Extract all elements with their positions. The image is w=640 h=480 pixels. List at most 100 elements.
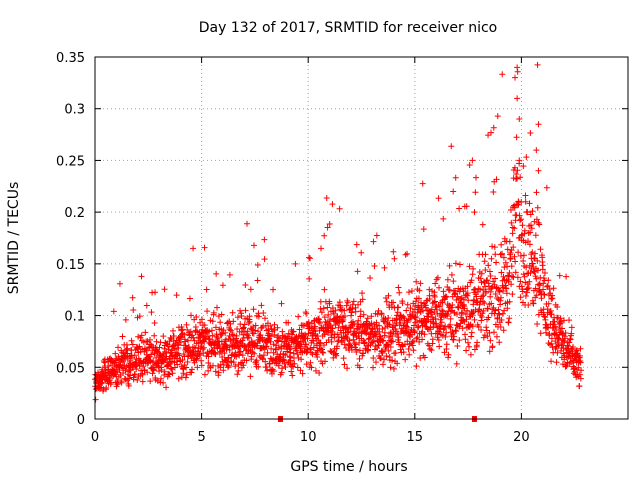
data-point [562, 329, 569, 336]
data-point [492, 275, 499, 282]
data-point [240, 325, 247, 332]
data-point [395, 284, 402, 291]
data-point [443, 341, 450, 348]
data-point [317, 340, 324, 347]
data-point [499, 250, 506, 257]
data-point [266, 332, 273, 339]
data-point [361, 339, 368, 346]
data-point [268, 367, 275, 374]
data-point [381, 356, 388, 363]
data-point [222, 329, 229, 336]
data-point [182, 374, 189, 381]
data-point [139, 378, 146, 385]
data-point [333, 352, 340, 359]
data-point [343, 302, 350, 309]
data-point [120, 357, 127, 364]
data-point [246, 313, 253, 320]
data-point [196, 352, 203, 359]
data-point [352, 330, 359, 337]
data-point [540, 286, 547, 293]
data-point [139, 371, 146, 378]
data-point [389, 338, 396, 345]
data-point [473, 293, 480, 300]
data-point [215, 369, 222, 376]
data-point [254, 277, 261, 284]
data-point [471, 209, 478, 216]
data-point [370, 238, 377, 245]
data-point [446, 287, 453, 294]
data-point [131, 371, 138, 378]
data-point [129, 354, 136, 361]
data-point [153, 354, 160, 361]
data-point [250, 330, 257, 337]
data-point [559, 342, 566, 349]
data-point [494, 314, 501, 321]
data-point [469, 323, 476, 330]
data-point [241, 321, 248, 328]
data-point [558, 318, 565, 325]
data-point [314, 333, 321, 340]
x-tick-label: 15 [407, 430, 424, 445]
data-point [527, 211, 534, 218]
data-point [512, 74, 519, 81]
data-point [146, 343, 153, 350]
data-point [317, 245, 324, 252]
data-point [334, 331, 341, 338]
data-point [524, 209, 531, 216]
data-point [292, 260, 299, 267]
data-point [192, 323, 199, 330]
data-point [322, 358, 329, 365]
data-point [556, 272, 563, 279]
data-point [450, 278, 457, 285]
data-point [529, 208, 536, 215]
data-point [188, 369, 195, 376]
data-point [169, 370, 176, 377]
data-point [549, 295, 556, 302]
data-point [334, 338, 341, 345]
data-point [250, 323, 257, 330]
data-point [525, 301, 532, 308]
data-point [486, 348, 493, 355]
data-point [479, 293, 486, 300]
data-point [289, 372, 296, 379]
data-point [473, 174, 480, 181]
data-point [261, 236, 268, 243]
data-point [463, 203, 470, 210]
data-point [534, 267, 541, 274]
data-point [156, 344, 163, 351]
data-point [315, 337, 322, 344]
data-point [161, 286, 168, 293]
data-point [234, 314, 241, 321]
data-point [138, 273, 145, 280]
data-point [180, 350, 187, 357]
data-point [295, 313, 302, 320]
data-point [484, 277, 491, 284]
data-point [389, 333, 396, 340]
data-point [514, 64, 521, 71]
y-tick-label: 0.1 [64, 310, 85, 325]
data-point [493, 176, 500, 183]
data-point [219, 354, 226, 361]
data-point [453, 296, 460, 303]
y-tick-label: 0.05 [56, 361, 85, 376]
data-point [466, 161, 473, 168]
x-tick-label: 0 [91, 430, 99, 445]
data-point [262, 358, 269, 365]
data-point [481, 300, 488, 307]
data-point [550, 285, 557, 292]
data-point [414, 309, 421, 316]
data-point [209, 362, 216, 369]
data-point [492, 251, 499, 258]
data-point [431, 298, 438, 305]
data-point [442, 293, 449, 300]
data-point [320, 349, 327, 356]
data-point [548, 295, 555, 302]
data-point [518, 216, 525, 223]
data-point [122, 316, 129, 323]
data-point [340, 316, 347, 323]
data-point [542, 329, 549, 336]
data-point [142, 346, 149, 353]
data-point [181, 331, 188, 338]
data-point [206, 328, 213, 335]
data-point [503, 285, 510, 292]
